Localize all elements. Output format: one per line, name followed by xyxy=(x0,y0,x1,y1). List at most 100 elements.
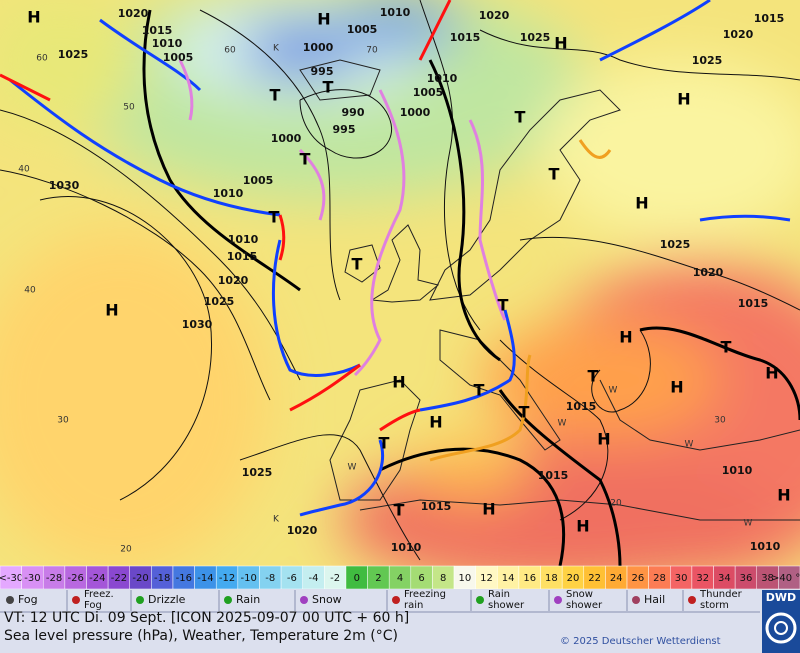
scale-label: 2 xyxy=(375,573,381,584)
scale-label: 26 xyxy=(631,573,644,584)
scale-label: 6 xyxy=(418,573,424,584)
high-pressure: H xyxy=(392,373,405,392)
map-annotation: W xyxy=(685,440,694,450)
legend-label: Freezing xyxy=(404,589,446,600)
low-pressure: T xyxy=(519,403,530,422)
isobar-label: 1005 xyxy=(243,174,274,187)
legend-symbol xyxy=(6,596,14,604)
isobar-label: 1025 xyxy=(242,466,273,479)
map-annotation: 20 xyxy=(610,499,622,509)
legend-label: Rain xyxy=(236,593,260,606)
isobar-label: 1030 xyxy=(182,318,213,331)
isobar-label: 1015 xyxy=(566,400,597,413)
scale-label: <-30 xyxy=(0,573,23,584)
isobar-label: 1015 xyxy=(142,24,173,37)
legend-label: Thunder xyxy=(699,589,743,600)
isobar-label: 1005 xyxy=(347,23,378,36)
valid-time: VT: 12 UTC Di. 09 Sept. [ICON 2025-09-07… xyxy=(4,610,409,626)
scale-label: -14 xyxy=(197,573,213,584)
isobar-label: 1015 xyxy=(738,297,769,310)
high-pressure: H xyxy=(554,34,567,53)
scale-label: -4 xyxy=(309,573,319,584)
high-pressure: H xyxy=(27,8,40,27)
isobar-label: 1025 xyxy=(204,295,235,308)
legend-symbol xyxy=(632,596,640,604)
low-pressure: T xyxy=(394,501,405,520)
scale-label: 24 xyxy=(610,573,623,584)
scale-label: -10 xyxy=(240,573,256,584)
isobar-label: 1005 xyxy=(413,86,444,99)
legend-symbol xyxy=(392,596,400,604)
high-pressure: H xyxy=(482,500,495,519)
high-pressure: H xyxy=(317,10,330,29)
high-pressure: H xyxy=(677,90,690,109)
isobar-label: 1010 xyxy=(213,187,244,200)
copyright: © 2025 Deutscher Wetterdienst xyxy=(560,636,721,647)
high-pressure: H xyxy=(597,430,610,449)
low-pressure: T xyxy=(549,165,560,184)
scale-label: 4 xyxy=(397,573,403,584)
scale-label: -26 xyxy=(68,573,84,584)
isobar-label: 990 xyxy=(342,106,365,119)
map-annotation: W xyxy=(558,419,567,429)
legend-label: shower xyxy=(566,600,603,611)
map-annotation: K xyxy=(273,44,280,54)
legend-symbol xyxy=(224,596,232,604)
map-annotation: 30 xyxy=(714,416,726,426)
scale-label: -20 xyxy=(132,573,148,584)
isobar-label: 1000 xyxy=(271,132,302,145)
isobar-label: 1010 xyxy=(380,6,411,19)
isobar-label: 1015 xyxy=(450,31,481,44)
isobar-label: 1015 xyxy=(538,469,569,482)
map-annotation: W xyxy=(744,519,753,529)
isobar-label: 1025 xyxy=(692,54,723,67)
scale-label: 36 xyxy=(740,573,753,584)
scale-label: 16 xyxy=(523,573,536,584)
legend-label: Snow xyxy=(312,593,342,606)
fronts xyxy=(0,0,791,517)
low-pressure: T xyxy=(588,367,599,386)
isobar-label: 1010 xyxy=(228,233,259,246)
scale-label: -28 xyxy=(46,573,62,584)
high-pressure: H xyxy=(429,413,442,432)
scale-label: 38 xyxy=(761,573,774,584)
isobar-label: 1015 xyxy=(754,12,785,25)
isobar-label: 1020 xyxy=(723,28,754,41)
low-pressure: T xyxy=(323,78,334,97)
isobar-label: 1000 xyxy=(303,41,334,54)
high-pressure: H xyxy=(576,517,589,536)
high-pressure: H xyxy=(670,378,683,397)
high-pressure: H xyxy=(765,364,778,383)
isobar-label: 1030 xyxy=(49,179,80,192)
weather-legend: Fog Freez.Fog Drizzle Rain Snow FreezingrainR… xyxy=(6,589,743,611)
scale-label: 12 xyxy=(480,573,493,584)
legend-symbol xyxy=(136,596,144,604)
legend-symbol xyxy=(554,596,562,604)
map-annotation: W xyxy=(609,386,618,396)
isobar-label: 1020 xyxy=(118,7,149,20)
legend-symbol xyxy=(72,596,80,604)
scale-label: -30 xyxy=(24,573,40,584)
temperature-scale: <-30 -30 -28 -26 -24 -22 -20 -18 -16 -14 -12 -10 -8-… xyxy=(0,565,800,590)
legend-symbol xyxy=(476,596,484,604)
isobar-label: 1010 xyxy=(391,541,422,554)
isobar-label: 1010 xyxy=(750,540,781,553)
low-pressure: T xyxy=(269,208,280,227)
isobar-label: 1020 xyxy=(287,524,318,537)
map-annotation: 60 xyxy=(224,46,236,56)
scale-label: -18 xyxy=(154,573,170,584)
legend-label: Rain xyxy=(488,589,510,600)
isobar-label: 995 xyxy=(333,123,356,136)
low-pressure: T xyxy=(721,338,732,357)
isobar-label: 1010 xyxy=(427,72,458,85)
legend-label: Freez. xyxy=(84,589,114,600)
low-pressure: T xyxy=(498,296,509,315)
scale-label: 32 xyxy=(696,573,709,584)
legend-label: Snow xyxy=(566,589,593,600)
isobar-label: 1025 xyxy=(58,48,89,61)
map-annotation: 50 xyxy=(123,103,135,113)
logo-swirl-inner xyxy=(774,621,788,635)
